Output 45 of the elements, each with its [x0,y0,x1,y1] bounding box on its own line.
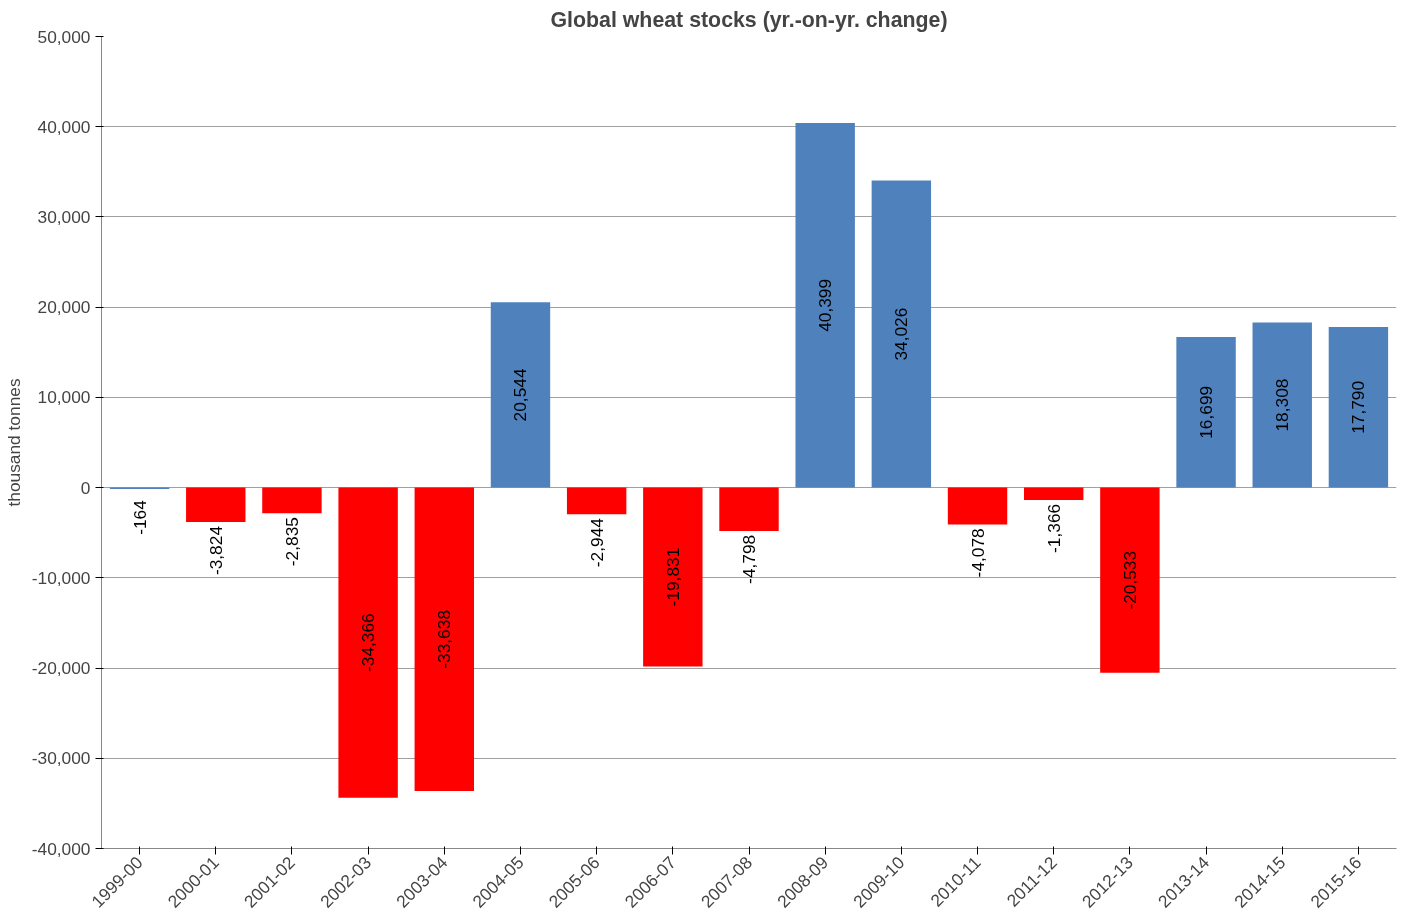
data-label: 40,399 [815,278,836,332]
chart-title: Global wheat stocks (yr.-on-yr. change) [550,7,948,32]
bar [719,487,779,531]
bar [1328,327,1389,488]
data-label: -2,835 [281,517,302,567]
data-label: -4,078 [967,528,988,578]
y-tick-label: -30,000 [31,748,91,769]
data-label: 18,308 [1272,378,1293,432]
y-tick-label: 0 [80,477,91,498]
data-label: -4,798 [739,534,759,584]
y-tick-label: 40,000 [37,116,91,137]
y-tick-label: -40,000 [31,838,91,859]
data-label: -33,638 [434,609,455,669]
data-label: 16,699 [1196,385,1217,439]
y-tick-label: -20,000 [31,658,91,679]
data-label: -19,831 [662,547,683,607]
bar [262,487,322,514]
y-axis-title: thousand tonnes [3,378,24,507]
bar [566,487,627,515]
bar [186,487,246,523]
data-label: -2,944 [586,517,607,568]
data-label: -1,366 [1043,503,1064,553]
bar [338,487,398,798]
bar [1176,336,1236,488]
bar [643,487,703,667]
bar [1024,487,1084,500]
bar [947,487,1008,525]
data-label: -164 [129,499,150,535]
data-label: -20,533 [1119,550,1140,610]
data-label: 17,790 [1348,380,1369,434]
data-label: 20,544 [510,368,531,422]
y-tick-label: 20,000 [37,297,91,318]
data-label: 34,026 [891,307,912,361]
y-tick-label: 50,000 [37,26,91,47]
bar [795,123,855,488]
y-tick-label: -10,000 [31,567,91,588]
bar [414,487,474,792]
bar [871,180,932,488]
data-label: -34,366 [358,613,379,673]
bar [1252,322,1312,488]
y-tick-label: 30,000 [37,206,91,227]
bar [1100,487,1160,673]
data-label: -3,824 [205,525,226,576]
bar [490,302,551,488]
y-tick-label: 10,000 [37,387,91,408]
